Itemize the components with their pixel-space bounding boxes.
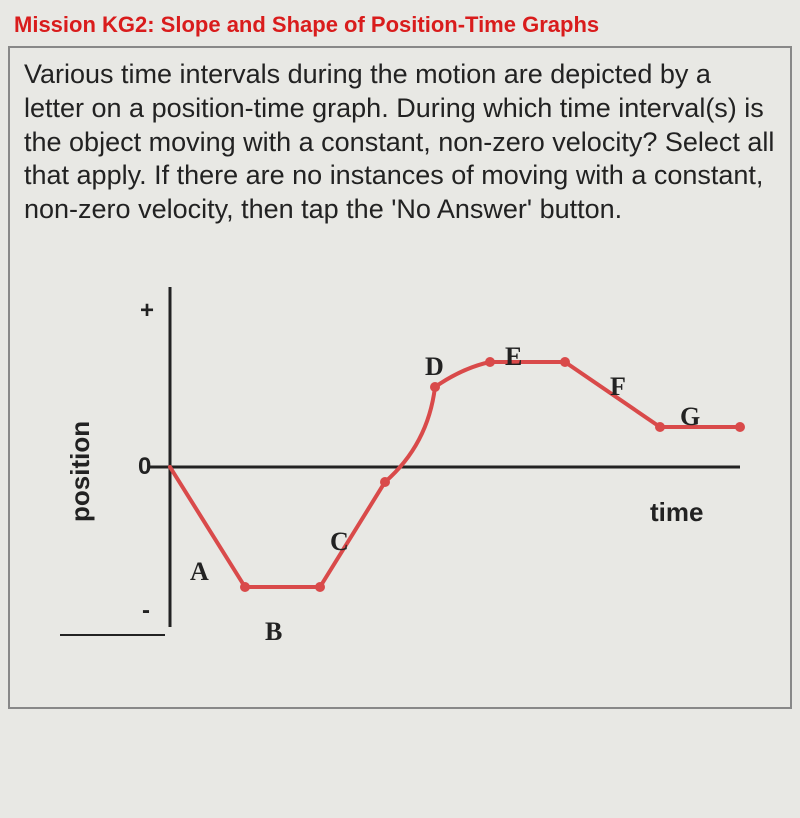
segment-label-a[interactable]: A <box>190 557 209 587</box>
y-tick-minus: - <box>142 597 150 625</box>
segment-label-d[interactable]: D <box>425 352 444 382</box>
segment-label-b[interactable]: B <box>265 617 282 647</box>
x-axis-label: time <box>650 497 703 528</box>
y-tick-zero: 0 <box>138 453 151 481</box>
y-axis-label: position <box>65 421 96 522</box>
chart-svg <box>20 267 780 707</box>
question-container: Various time intervals during the motion… <box>8 46 792 709</box>
y-tick-plus: + <box>140 297 154 325</box>
question-text: Various time intervals during the motion… <box>10 48 790 247</box>
segment-label-f[interactable]: F <box>610 372 626 402</box>
position-time-chart: position time + 0 - A B C D E F G <box>20 267 780 707</box>
segment-label-c[interactable]: C <box>330 527 349 557</box>
segment-label-g[interactable]: G <box>680 402 700 432</box>
mission-title: Mission KG2: Slope and Shape of Position… <box>0 0 800 46</box>
segment-label-e[interactable]: E <box>505 342 522 372</box>
